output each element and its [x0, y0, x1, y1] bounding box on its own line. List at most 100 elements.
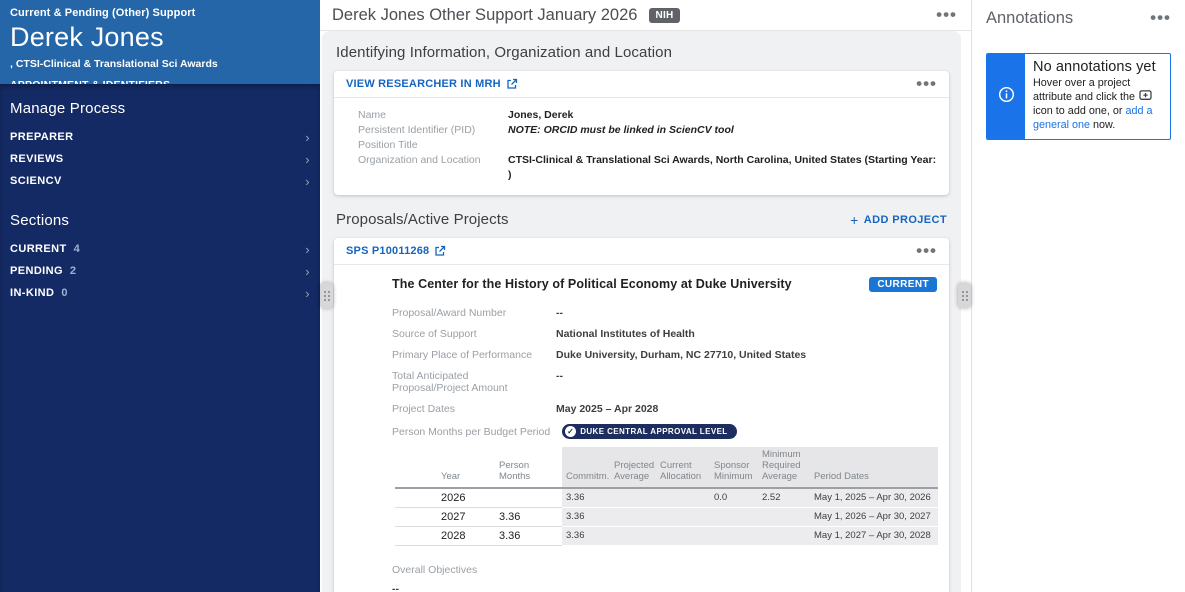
- column-header-person-months: Person Months: [495, 447, 562, 489]
- identifying-card: VIEW RESEARCHER IN MRH ••• Name Jones, D…: [334, 71, 949, 195]
- cell-current-allocation: [656, 487, 710, 508]
- column-header-projected-average: Projected Average: [610, 447, 656, 489]
- overall-objectives-label: Overall Objectives: [392, 563, 478, 576]
- field-row: Persistent Identifier (PID) NOTE: ORCID …: [358, 123, 937, 138]
- column-header-year: Year: [395, 447, 495, 489]
- document-more-menu-icon[interactable]: •••: [936, 4, 957, 24]
- info-icon: [998, 86, 1015, 108]
- in-kind-count: 0: [61, 287, 68, 299]
- pending-count: 2: [69, 265, 77, 277]
- view-researcher-label: VIEW RESEARCHER IN MRH: [346, 78, 501, 90]
- annotations-header: Annotations •••: [986, 9, 1171, 28]
- external-link-icon: [434, 245, 446, 257]
- add-annotation-icon: [1139, 90, 1152, 101]
- sidebar-item-sciencv[interactable]: SCIENCV ›: [10, 170, 310, 192]
- proposals-section-header: Proposals/Active Projects + ADD PROJECT: [336, 211, 947, 228]
- chevron-right-icon: ›: [305, 151, 310, 167]
- chevron-right-icon: ›: [305, 263, 310, 279]
- current-count: 4: [73, 243, 81, 255]
- person-months-row: Person Months per Budget Period ✓ DUKE C…: [392, 424, 937, 439]
- chevron-right-icon: ›: [305, 129, 310, 145]
- project-field-row: Primary Place of Performance Duke Univer…: [392, 349, 937, 361]
- sections-heading: Sections: [10, 212, 70, 229]
- reviews-label: REVIEWS: [10, 153, 64, 165]
- annotations-panel: Annotations ••• No annotations yet Hover…: [971, 0, 1185, 592]
- cell-year: 2028: [395, 526, 495, 546]
- person-affiliation: , CTSI-Clinical & Translational Sci Awar…: [10, 58, 218, 70]
- column-header-sponsor-minimum: Sponsor Minimum: [710, 447, 758, 489]
- annotations-title: Annotations: [986, 9, 1074, 27]
- table-row: 2028 3.36 3.36 May 1, 2027 – Apr 30, 202…: [395, 526, 938, 546]
- add-general-annotation-link[interactable]: add a general one: [1033, 105, 1153, 132]
- identifying-section-title: Identifying Information, Organization an…: [336, 44, 673, 61]
- alert-title: No annotations yet: [1033, 59, 1156, 75]
- table-header-row: Year Person Months Commitm... Projected …: [395, 447, 938, 489]
- field-label: Persistent Identifier (PID): [358, 124, 476, 136]
- project-title: The Center for the History of Political …: [392, 277, 792, 291]
- cell-commitment: 3.36: [562, 507, 610, 527]
- chevron-right-icon: ›: [305, 241, 310, 257]
- sidebar-nav: Manage Process PREPARER › REVIEWS › SCIE…: [0, 84, 320, 592]
- identifying-more-menu-icon[interactable]: •••: [916, 73, 937, 93]
- nih-badge: NIH: [649, 7, 680, 23]
- alert-text-segment: icon to add one, or: [1033, 105, 1123, 118]
- no-annotations-alert: No annotations yet Hover over a project …: [986, 53, 1171, 141]
- sps-link[interactable]: SPS P10011268: [346, 245, 446, 257]
- grip-dots-icon: [961, 290, 968, 301]
- overall-objectives-block: Overall Objectives --: [392, 564, 937, 592]
- main-panel: Derek Jones Other Support January 2026 N…: [320, 0, 971, 592]
- cell-minimum-required-average: [758, 526, 810, 546]
- sidebar-item-reviews[interactable]: REVIEWS ›: [10, 148, 310, 170]
- annotations-more-menu-icon[interactable]: •••: [1150, 8, 1171, 28]
- field-label: Total Anticipated Proposal/Project Amoun…: [392, 370, 508, 394]
- sidebar-item-in-kind[interactable]: IN-KIND 0 ›: [10, 282, 310, 304]
- person-name: Derek Jones: [10, 22, 164, 52]
- add-project-button[interactable]: + ADD PROJECT: [850, 213, 947, 227]
- cell-person-months: 3.36: [495, 526, 562, 546]
- check-icon: ✓: [565, 426, 577, 437]
- field-label: Name: [358, 109, 387, 121]
- cell-year: 2026: [395, 487, 495, 508]
- status-badge: CURRENT: [869, 277, 937, 292]
- view-researcher-link[interactable]: VIEW RESEARCHER IN MRH: [346, 78, 518, 90]
- right-panel-resize-handle[interactable]: [958, 283, 971, 308]
- app-title: Current & Pending (Other) Support: [10, 7, 196, 19]
- project-field-row: Total Anticipated Proposal/Project Amoun…: [392, 370, 937, 394]
- project-body: The Center for the History of Political …: [334, 265, 949, 592]
- left-panel-resize-handle[interactable]: [320, 283, 333, 308]
- document-header: Derek Jones Other Support January 2026 N…: [320, 0, 971, 31]
- cell-sponsor-minimum: [710, 526, 758, 546]
- cell-commitment: 3.36: [562, 487, 610, 508]
- sidebar-item-current[interactable]: CURRENT 4 ›: [10, 238, 310, 260]
- table-row: 2027 3.36 3.36 May 1, 2026 – Apr 30, 202…: [395, 507, 938, 527]
- sidebar-item-preparer[interactable]: PREPARER ›: [10, 126, 310, 148]
- cell-projected-average: [610, 487, 656, 508]
- person-months-table: Year Person Months Commitm... Projected …: [395, 447, 938, 546]
- field-label: Primary Place of Performance: [392, 349, 533, 361]
- field-label: Proposal/Award Number: [392, 307, 507, 319]
- sidebar-item-pending[interactable]: PENDING 2 ›: [10, 260, 310, 282]
- document-title: Derek Jones Other Support January 2026: [332, 5, 638, 24]
- proposals-section-title: Proposals/Active Projects: [336, 211, 509, 228]
- field-value: May 2025 – Apr 2028: [556, 403, 659, 415]
- column-header-period-dates: Period Dates: [810, 447, 938, 489]
- sciencv-label: SCIENCV: [10, 175, 62, 187]
- cell-sponsor-minimum: [710, 507, 758, 527]
- plus-icon: +: [850, 211, 859, 228]
- current-label: CURRENT: [10, 243, 67, 255]
- sps-link-label: SPS P10011268: [346, 245, 430, 257]
- project-field-row: Project Dates May 2025 – Apr 2028: [392, 403, 937, 415]
- project-more-menu-icon[interactable]: •••: [916, 240, 937, 260]
- grip-dots-icon: [323, 290, 330, 301]
- field-value: --: [556, 307, 563, 319]
- field-label: Position Title: [358, 139, 418, 151]
- cell-sponsor-minimum: 0.0: [710, 487, 758, 508]
- project-title-row: The Center for the History of Political …: [392, 277, 937, 292]
- preparer-label: PREPARER: [10, 131, 74, 143]
- cell-period-dates: May 1, 2026 – Apr 30, 2027: [810, 507, 938, 527]
- cell-projected-average: [610, 526, 656, 546]
- cell-person-months: 3.36: [495, 507, 562, 527]
- field-label: Organization and Location: [358, 154, 481, 166]
- field-row: Position Title: [358, 138, 937, 153]
- approval-level-badge[interactable]: ✓ DUKE CENTRAL APPROVAL LEVEL: [562, 424, 737, 439]
